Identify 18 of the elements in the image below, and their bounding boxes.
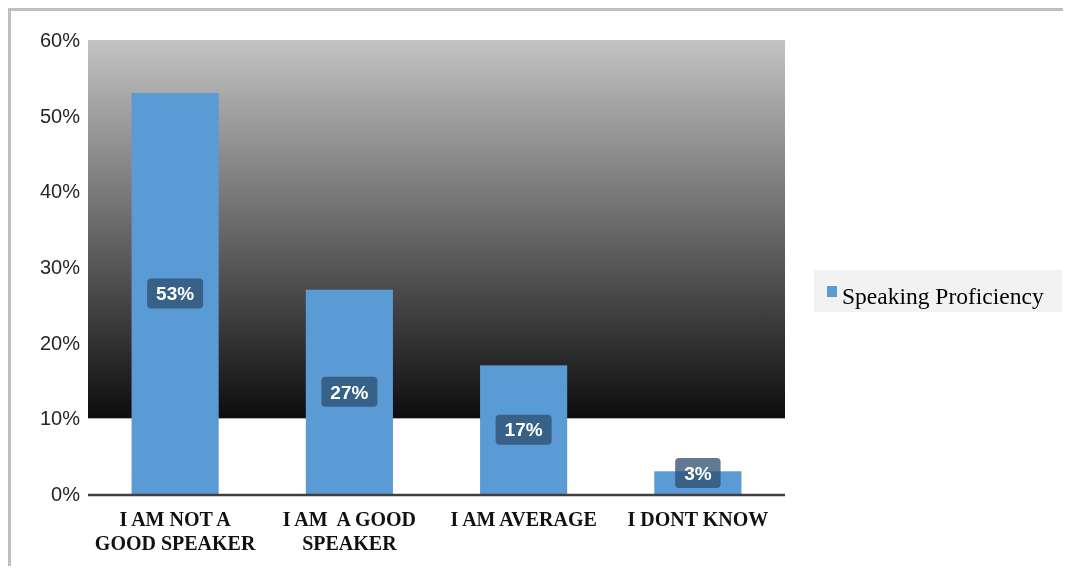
y-tick-label: 40% bbox=[39, 180, 81, 203]
data-label: 53% bbox=[156, 283, 195, 305]
y-tick-label: 0% bbox=[51, 483, 81, 505]
x-tick-label: I AM NOT A GOOD SPEAKER bbox=[94, 508, 256, 554]
data-label: 17% bbox=[504, 419, 543, 441]
data-label: 27% bbox=[330, 381, 369, 403]
y-tick-label: 60% bbox=[39, 29, 81, 51]
legend-label: Speaking Proficiency bbox=[842, 283, 1044, 309]
x-tick-label: I AM AVERAGE bbox=[450, 508, 597, 530]
y-tick-label: 50% bbox=[39, 104, 81, 127]
x-tick-label: I DONT KNOW bbox=[627, 508, 769, 530]
bar bbox=[131, 92, 219, 494]
y-tick-label: 30% bbox=[39, 256, 81, 278]
y-tick-label: 10% bbox=[39, 407, 81, 430]
data-label: 3% bbox=[684, 462, 712, 484]
y-tick-label: 20% bbox=[39, 331, 81, 354]
bar bbox=[305, 289, 393, 494]
x-tick-label: I AM A GOOD SPEAKER bbox=[282, 508, 417, 554]
